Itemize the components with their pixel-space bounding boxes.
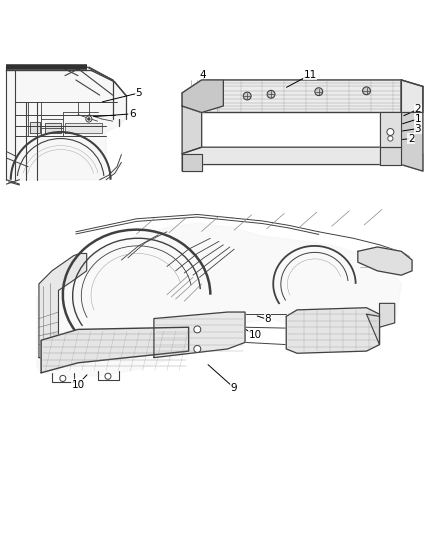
Polygon shape — [286, 308, 379, 353]
Text: 6: 6 — [129, 109, 135, 119]
Circle shape — [387, 128, 394, 135]
Polygon shape — [30, 123, 40, 133]
Circle shape — [315, 88, 323, 95]
Circle shape — [105, 373, 111, 379]
Polygon shape — [182, 80, 223, 112]
Circle shape — [363, 87, 371, 95]
Polygon shape — [182, 80, 423, 112]
Text: 4: 4 — [200, 70, 206, 80]
Text: 10: 10 — [248, 330, 261, 340]
Circle shape — [194, 326, 201, 333]
Polygon shape — [367, 303, 395, 345]
Text: 2: 2 — [408, 134, 414, 143]
Polygon shape — [37, 223, 401, 377]
Circle shape — [267, 91, 275, 98]
Circle shape — [88, 118, 90, 120]
Polygon shape — [39, 254, 87, 360]
Polygon shape — [379, 147, 401, 165]
Polygon shape — [7, 67, 126, 180]
Polygon shape — [154, 312, 245, 358]
Text: 9: 9 — [231, 383, 237, 393]
Text: 5: 5 — [135, 88, 142, 98]
Polygon shape — [358, 247, 412, 275]
Text: 1: 1 — [414, 114, 421, 124]
Polygon shape — [182, 106, 201, 154]
Text: 2: 2 — [414, 104, 421, 115]
Circle shape — [194, 345, 201, 352]
Polygon shape — [401, 80, 423, 171]
Text: 11: 11 — [304, 70, 317, 80]
Polygon shape — [182, 154, 201, 171]
Circle shape — [60, 375, 66, 382]
Polygon shape — [401, 80, 423, 112]
Text: 3: 3 — [414, 124, 421, 134]
Text: 8: 8 — [264, 314, 271, 325]
Text: 10: 10 — [71, 379, 85, 390]
Polygon shape — [45, 123, 60, 133]
Polygon shape — [65, 123, 102, 133]
Polygon shape — [379, 112, 401, 147]
Text: 7: 7 — [388, 316, 394, 326]
Circle shape — [388, 136, 393, 141]
Circle shape — [86, 116, 92, 122]
Circle shape — [243, 92, 251, 100]
Polygon shape — [182, 147, 423, 171]
Polygon shape — [41, 327, 189, 373]
